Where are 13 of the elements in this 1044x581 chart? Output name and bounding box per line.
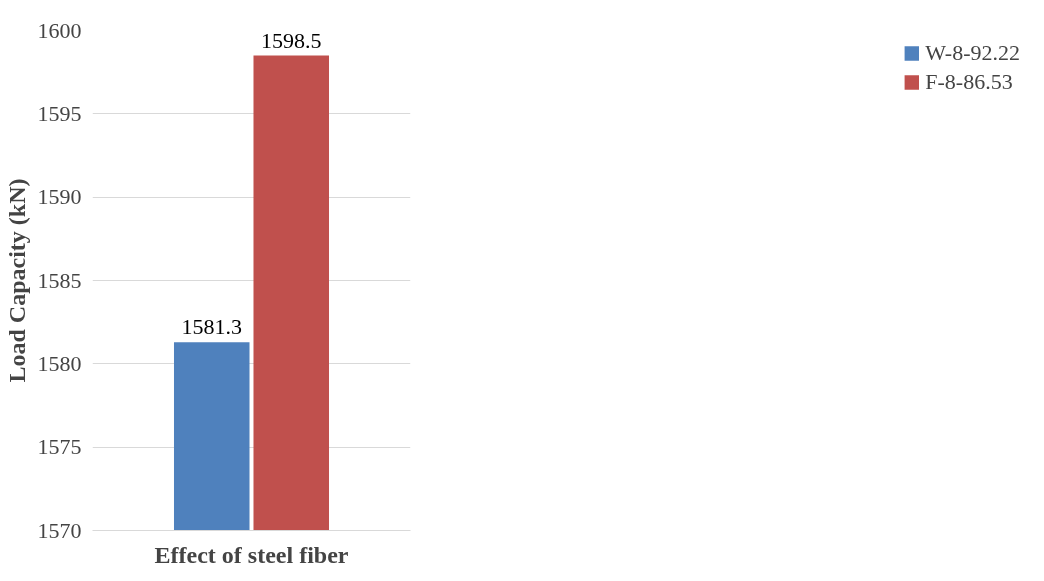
y-tick-label: 1595 xyxy=(37,100,82,126)
y-axis-title: Load Capacity (kN) xyxy=(3,178,30,383)
y-tick-label: 1585 xyxy=(37,267,82,293)
y-tick-label: 1570 xyxy=(37,517,82,543)
y-tick-label: 1600 xyxy=(37,17,82,43)
y-tick-label: 1575 xyxy=(37,434,82,460)
legend-label: W-8-92.22 xyxy=(925,40,1020,66)
y-tick-label: 1580 xyxy=(37,350,82,376)
data-label: 1598.5 xyxy=(261,27,322,53)
data-label: 1581.3 xyxy=(181,314,242,340)
x-tick-label: Effect of steel fiber xyxy=(154,541,349,568)
y-tick-label: 1590 xyxy=(37,184,82,210)
legend-label: F-8-86.53 xyxy=(925,69,1013,95)
